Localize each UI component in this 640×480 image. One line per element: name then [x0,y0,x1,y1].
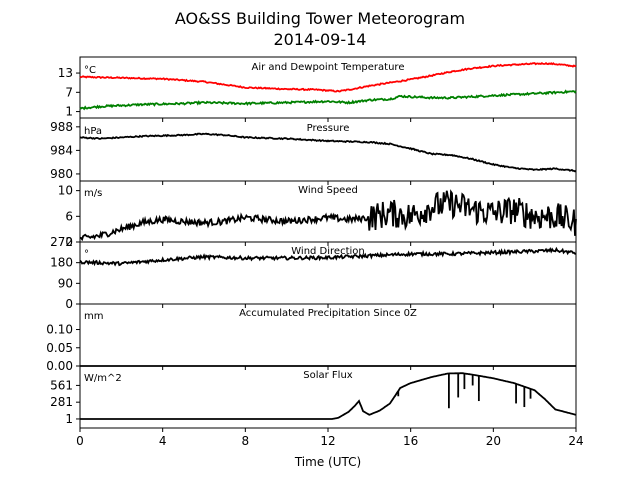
y-tick-label: 988 [50,120,73,134]
unit-label: mm [84,311,103,322]
y-tick-label: 561 [50,378,73,392]
unit-label: W/m^2 [84,373,122,384]
series-line-1 [80,372,577,420]
x-tick-label: 16 [403,434,418,448]
panel-title: Wind Speed [298,185,358,196]
unit-label: °C [84,65,96,76]
chart-title: AO&SS Building Tower Meteorogram [175,9,465,28]
y-tick-label: 6 [65,209,73,223]
series-line-2 [79,89,577,111]
chart-subtitle: 2014-09-14 [274,30,367,49]
series-line-1 [79,132,577,173]
y-tick-label: 0.10 [46,323,73,337]
y-tick-label: 0.05 [46,341,73,355]
y-tick-label: 7 [65,85,73,99]
y-tick-label: 90 [58,276,73,290]
unit-label: hPa [84,126,102,137]
y-tick-label: 2 [65,235,73,249]
x-tick-label: 12 [320,434,335,448]
y-tick-label: 270 [50,235,73,249]
y-tick-label: 1 [65,105,73,119]
unit-label: ° [84,249,89,260]
series-line-1 [79,61,577,93]
x-tick-label: 24 [568,434,583,448]
panels: 1 7 13 Air and Dewpoint Temperature °C 980 984… [46,56,584,448]
y-tick-label: 1 [65,412,73,426]
unit-label: m/s [84,188,102,199]
panel-4: 0 90 180 270 Wind Direction ° [50,235,577,311]
y-tick-label: 0.00 [46,359,73,373]
panel-3: 2 6 10 Wind Speed m/s [58,180,577,249]
series-line-1 [79,246,577,267]
panel-title: Solar Flux [303,370,353,381]
panel-title: Air and Dewpoint Temperature [252,62,405,73]
x-tick-label: 20 [486,434,501,448]
y-tick-label: 0 [65,297,73,311]
panel-title: Pressure [307,123,350,134]
y-tick-label: 281 [50,395,73,409]
x-tick-label: 0 [76,434,84,448]
y-tick-label: 180 [50,256,73,270]
y-tick-label: 984 [50,143,73,157]
panel-1: 1 7 13 Air and Dewpoint Temperature °C [58,56,577,122]
panel-title: Wind Direction [291,246,365,257]
y-tick-label: 980 [50,167,73,181]
panel-title: Accumulated Precipitation Since 0Z [239,308,417,319]
series-line-1 [79,189,577,242]
y-tick-label: 10 [58,184,73,198]
panel-6: 1 281 561 0 4 8 12 16 20 24 Solar Flux W/m^2 [50,365,584,448]
panel-2: 980 984 988 Pressure hPa [50,117,577,185]
y-tick-label: 13 [58,66,73,80]
panel-5: 0.00 0.05 0.10 Accumulated Precipitation Si… [46,303,577,373]
x-axis-label: Time (UTC) [294,455,361,469]
x-tick-label: 8 [242,434,250,448]
x-tick-label: 4 [159,434,167,448]
